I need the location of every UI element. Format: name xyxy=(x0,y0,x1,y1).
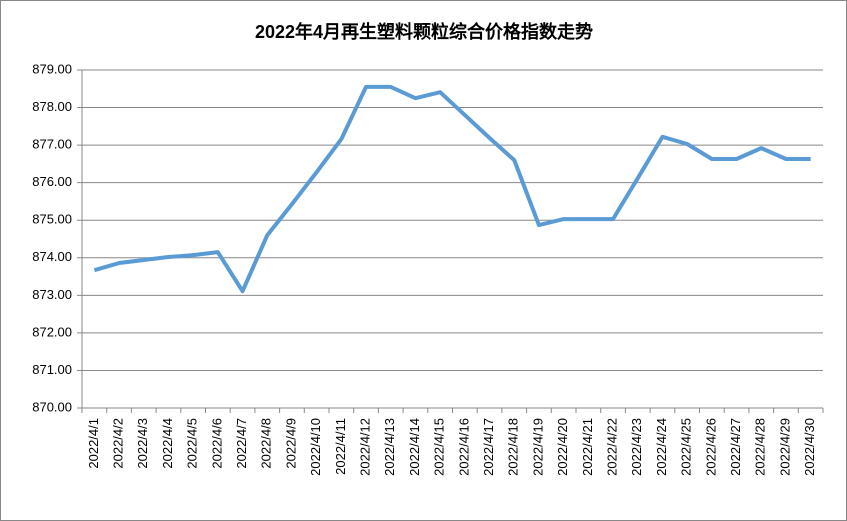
x-tick-label: 2022/4/12 xyxy=(357,418,372,476)
x-tick-label: 2022/4/15 xyxy=(432,418,447,476)
y-tick-label: 870.00 xyxy=(32,399,72,414)
x-tick-label: 2022/4/20 xyxy=(555,418,570,476)
y-tick-label: 877.00 xyxy=(32,137,72,152)
x-tick-label: 2022/4/16 xyxy=(456,418,471,476)
x-tick-label: 2022/4/25 xyxy=(679,418,694,476)
x-tick-label: 2022/4/23 xyxy=(629,418,644,476)
x-tick-label: 2022/4/10 xyxy=(308,418,323,476)
x-tick-label: 2022/4/24 xyxy=(654,418,669,476)
y-tick-label: 876.00 xyxy=(32,174,72,189)
chart-title: 2022年4月再生塑料颗粒综合价格指数走势 xyxy=(255,21,593,42)
x-tick-label: 2022/4/4 xyxy=(160,418,175,469)
x-tick-label: 2022/4/7 xyxy=(234,418,249,469)
x-tick-label: 2022/4/3 xyxy=(135,418,150,469)
x-tick-label: 2022/4/8 xyxy=(259,418,274,469)
y-tick-label: 874.00 xyxy=(32,249,72,264)
x-tick-label: 2022/4/19 xyxy=(530,418,545,476)
x-tick-label: 2022/4/22 xyxy=(604,418,619,476)
x-tick-label: 2022/4/26 xyxy=(703,418,718,476)
y-tick-label: 879.00 xyxy=(32,61,72,76)
line xyxy=(93,84,811,294)
x-tick-label: 2022/4/9 xyxy=(283,418,298,469)
x-tick-label: 2022/4/27 xyxy=(728,418,743,476)
y-tick-label: 878.00 xyxy=(32,99,72,114)
y-tick-label: 875.00 xyxy=(32,212,72,227)
x-tick-label: 2022/4/6 xyxy=(209,418,224,469)
y-tick-label: 871.00 xyxy=(32,362,72,377)
y-tick-label: 872.00 xyxy=(32,324,72,339)
x-tick-label: 2022/4/18 xyxy=(506,418,521,476)
x-tick-label: 2022/4/21 xyxy=(580,418,595,476)
x-tick-label: 2022/4/29 xyxy=(777,418,792,476)
x-tick-label: 2022/4/5 xyxy=(185,418,200,469)
x-tick-label: 2022/4/13 xyxy=(382,418,397,476)
x-tick-label: 2022/4/11 xyxy=(333,418,348,475)
x-tick-label: 2022/4/14 xyxy=(407,418,422,476)
x-tick-label: 2022/4/2 xyxy=(110,418,125,469)
x-tick-label: 2022/4/1 xyxy=(86,418,101,469)
y-tick-label: 873.00 xyxy=(32,287,72,302)
x-tick-label: 2022/4/30 xyxy=(802,418,817,476)
x-tick-label: 2022/4/17 xyxy=(481,418,496,476)
x-tick-label: 2022/4/28 xyxy=(753,418,768,476)
